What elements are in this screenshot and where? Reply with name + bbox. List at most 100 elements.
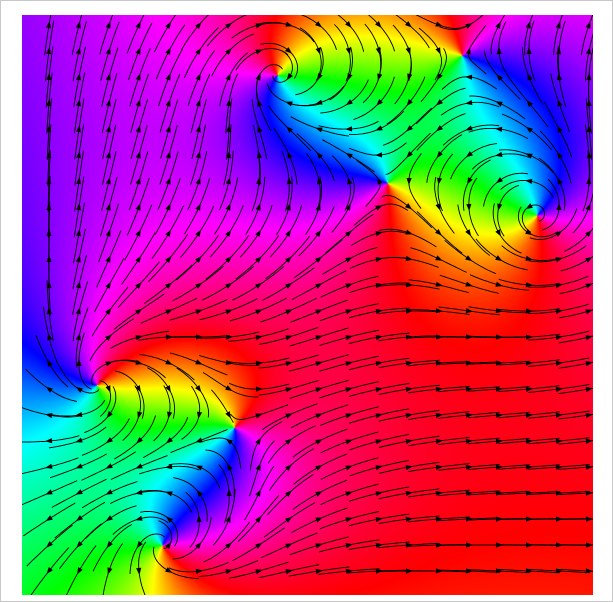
streamline-149 xyxy=(521,204,545,233)
arrowhead-170 xyxy=(585,230,592,237)
arrowhead-130 xyxy=(525,178,533,184)
arrowhead-290 xyxy=(197,411,203,419)
arrowhead-107 xyxy=(406,151,413,158)
arrowhead-313 xyxy=(315,439,323,445)
streamline-29 xyxy=(334,24,351,82)
arrowhead-146 xyxy=(435,203,441,211)
streamline-215 xyxy=(199,298,258,321)
arrowhead-272 xyxy=(225,385,233,391)
streamline-363 xyxy=(85,505,137,540)
arrowhead-28 xyxy=(315,47,321,55)
arrowhead-116 xyxy=(105,177,111,185)
arrowhead-416 xyxy=(555,568,563,574)
streamline-47 xyxy=(295,47,324,96)
arrowhead-115 xyxy=(76,177,82,185)
arrowhead-53 xyxy=(496,74,503,81)
arrowhead-270 xyxy=(165,385,171,393)
streamline-267 xyxy=(59,365,100,394)
streamline-151 xyxy=(572,192,593,234)
arrowhead-189 xyxy=(585,257,593,263)
arrowhead-325 xyxy=(105,463,113,469)
arrowhead-319 xyxy=(495,438,503,444)
arrowhead-237 xyxy=(315,335,323,341)
arrowhead-108 xyxy=(436,151,443,159)
arrowhead-344 xyxy=(105,489,113,495)
arrowhead-370 xyxy=(315,517,323,523)
streamline-272 xyxy=(202,372,259,398)
streamline-271 xyxy=(176,367,210,418)
arrowhead-294 xyxy=(315,413,323,419)
streamline-layer xyxy=(22,15,593,595)
arrowhead-94 xyxy=(586,125,592,133)
arrowhead-402 xyxy=(136,567,142,575)
arrowhead-222 xyxy=(435,308,443,314)
arrowhead-314 xyxy=(345,439,353,445)
streamline-166 xyxy=(457,204,491,256)
arrowhead-373 xyxy=(405,516,413,522)
arrowhead-138 xyxy=(195,203,201,211)
arrowhead-161 xyxy=(315,229,322,237)
arrowhead-109 xyxy=(465,151,473,158)
arrowhead-158 xyxy=(225,229,232,237)
arrowhead-149 xyxy=(525,203,533,210)
arrowhead-6 xyxy=(225,22,233,29)
arrowhead-77 xyxy=(76,125,82,133)
arrowhead-301 xyxy=(525,412,533,418)
streamline-305 xyxy=(48,426,107,449)
streamline-10 xyxy=(337,15,365,52)
arrowhead-166 xyxy=(465,229,472,237)
arrowhead-306 xyxy=(105,437,113,444)
arrowhead-284 xyxy=(585,386,593,393)
streamline-177 xyxy=(205,235,250,280)
streamline-67 xyxy=(320,79,369,114)
streamline-383 xyxy=(129,533,166,575)
arrowhead-342 xyxy=(45,489,53,495)
arrowhead-340 xyxy=(555,464,563,470)
arrowhead-192 xyxy=(105,281,111,289)
arrowhead-252 xyxy=(195,359,203,365)
arrowhead-57 xyxy=(46,99,52,107)
arrowhead-374 xyxy=(435,516,443,522)
arrowhead-250 xyxy=(135,359,143,365)
arrowhead-399 xyxy=(46,567,53,575)
arrowhead-126 xyxy=(406,178,412,185)
arrowhead-91 xyxy=(495,126,503,132)
streamline-248 xyxy=(78,332,92,390)
arrowhead-414 xyxy=(495,568,503,574)
arrowhead-100 xyxy=(195,151,201,159)
arrowhead-235 xyxy=(255,335,263,341)
arrowhead-14 xyxy=(465,23,473,29)
arrowhead-49 xyxy=(377,73,383,81)
arrowhead-303 xyxy=(585,412,593,418)
arrowhead-121 xyxy=(256,177,262,185)
arrowhead-184 xyxy=(435,255,443,261)
streamline-386 xyxy=(203,521,250,563)
arrowhead-392 xyxy=(405,542,413,548)
arrowhead-371 xyxy=(345,517,353,523)
arrowhead-38 xyxy=(46,73,52,81)
arrowhead-362 xyxy=(75,515,83,522)
arrowhead-251 xyxy=(165,359,173,365)
arrowhead-34 xyxy=(496,47,502,55)
arrowhead-316 xyxy=(405,439,413,445)
arrowhead-202 xyxy=(405,282,413,288)
arrowhead-55 xyxy=(556,73,562,81)
arrowhead-36 xyxy=(556,47,562,55)
arrowhead-120 xyxy=(225,177,231,185)
streamline-170 xyxy=(564,227,593,252)
arrowhead-40 xyxy=(105,73,111,81)
arrowhead-153 xyxy=(75,229,81,237)
arrowhead-244 xyxy=(525,334,533,340)
streamline-53 xyxy=(484,50,521,100)
arrowhead-180 xyxy=(315,256,323,263)
streamline-167 xyxy=(492,203,522,254)
arrowhead-279 xyxy=(435,386,443,392)
streamline-4 xyxy=(153,15,176,53)
arrowhead-404 xyxy=(195,568,203,574)
arrowhead-375 xyxy=(465,516,473,522)
arrowhead-324 xyxy=(75,463,83,469)
arrowhead-93 xyxy=(557,125,563,133)
arrowhead-82 xyxy=(226,125,232,133)
arrowhead-50 xyxy=(407,73,413,81)
